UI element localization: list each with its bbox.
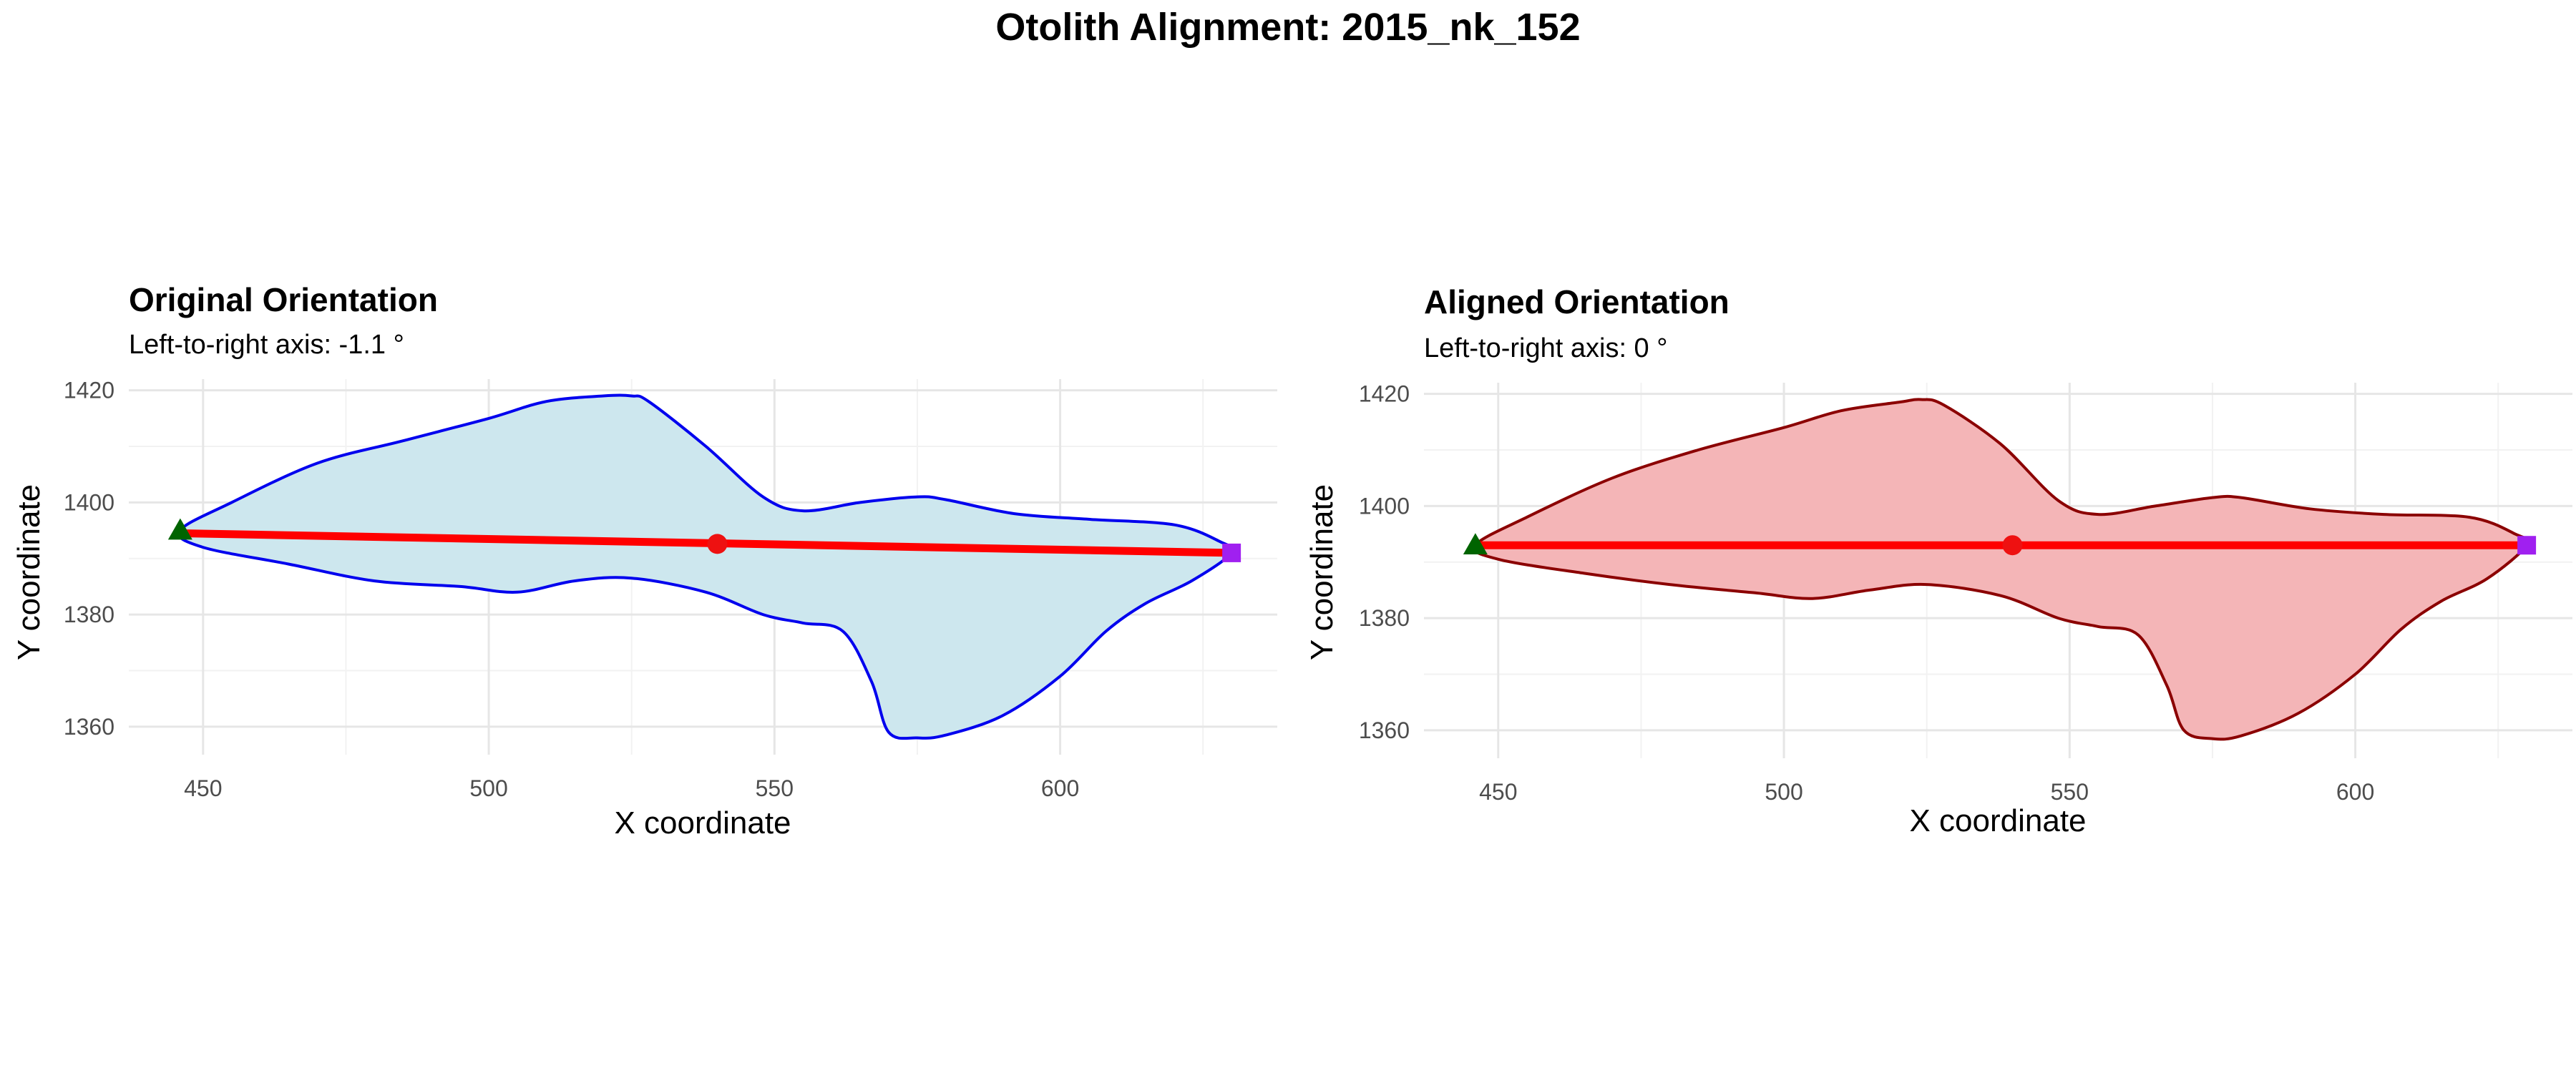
y-tick-label: 1420 [1359,381,1410,407]
panel-subtitle: Left-to-right axis: 0 ° [1424,333,1667,363]
x-axis-label: X coordinate [614,805,791,841]
x-tick-label: 600 [2336,779,2374,805]
x-axis-label: X coordinate [1909,803,2086,838]
left-right-axis-line [180,529,1232,557]
y-axis-label: Y coordinate [1304,484,1340,660]
otolith-outline [1473,398,2530,741]
plot-area: 450 500 550 600 1360 1380 1400 1420 [1359,381,2572,805]
x-tick-label: 550 [756,775,794,801]
panel-title: Original Orientation [129,281,438,318]
panel-subtitle: Left-to-right axis: -1.1 ° [129,330,404,360]
y-tick-label: 1400 [1359,493,1410,519]
end-point-marker [1222,543,1241,562]
y-tick-label: 1420 [64,378,114,403]
y-tick-label: 1400 [64,489,114,515]
center-point-marker [707,534,728,554]
y-tick-label: 1380 [64,602,114,627]
x-tick-label: 550 [2051,779,2089,805]
x-tick-label: 500 [469,775,507,801]
panel-aligned: Aligned Orientation Left-to-right axis: … [1304,283,2572,838]
panel-original: Original Orientation Left-to-right axis:… [11,281,1277,841]
y-tick-label: 1360 [1359,717,1410,743]
x-tick-label: 500 [1765,779,1802,805]
center-point-marker [2002,535,2023,556]
x-tick-label: 450 [184,775,222,801]
x-tick-label: 450 [1479,779,1517,805]
start-point-marker [1463,533,1488,554]
panel-title: Aligned Orientation [1424,283,1729,320]
end-point-marker [2517,536,2537,555]
y-axis-label: Y coordinate [11,484,47,660]
start-point-marker [167,518,192,540]
figure-title: Otolith Alignment: 2015_nk_152 [995,6,1581,49]
y-tick-label: 1380 [1359,605,1410,631]
plot-area: 450 500 550 600 1360 1380 1400 1420 [64,378,1277,801]
x-tick-label: 600 [1041,775,1079,801]
otolith-outline [177,393,1235,740]
y-tick-label: 1360 [64,714,114,740]
